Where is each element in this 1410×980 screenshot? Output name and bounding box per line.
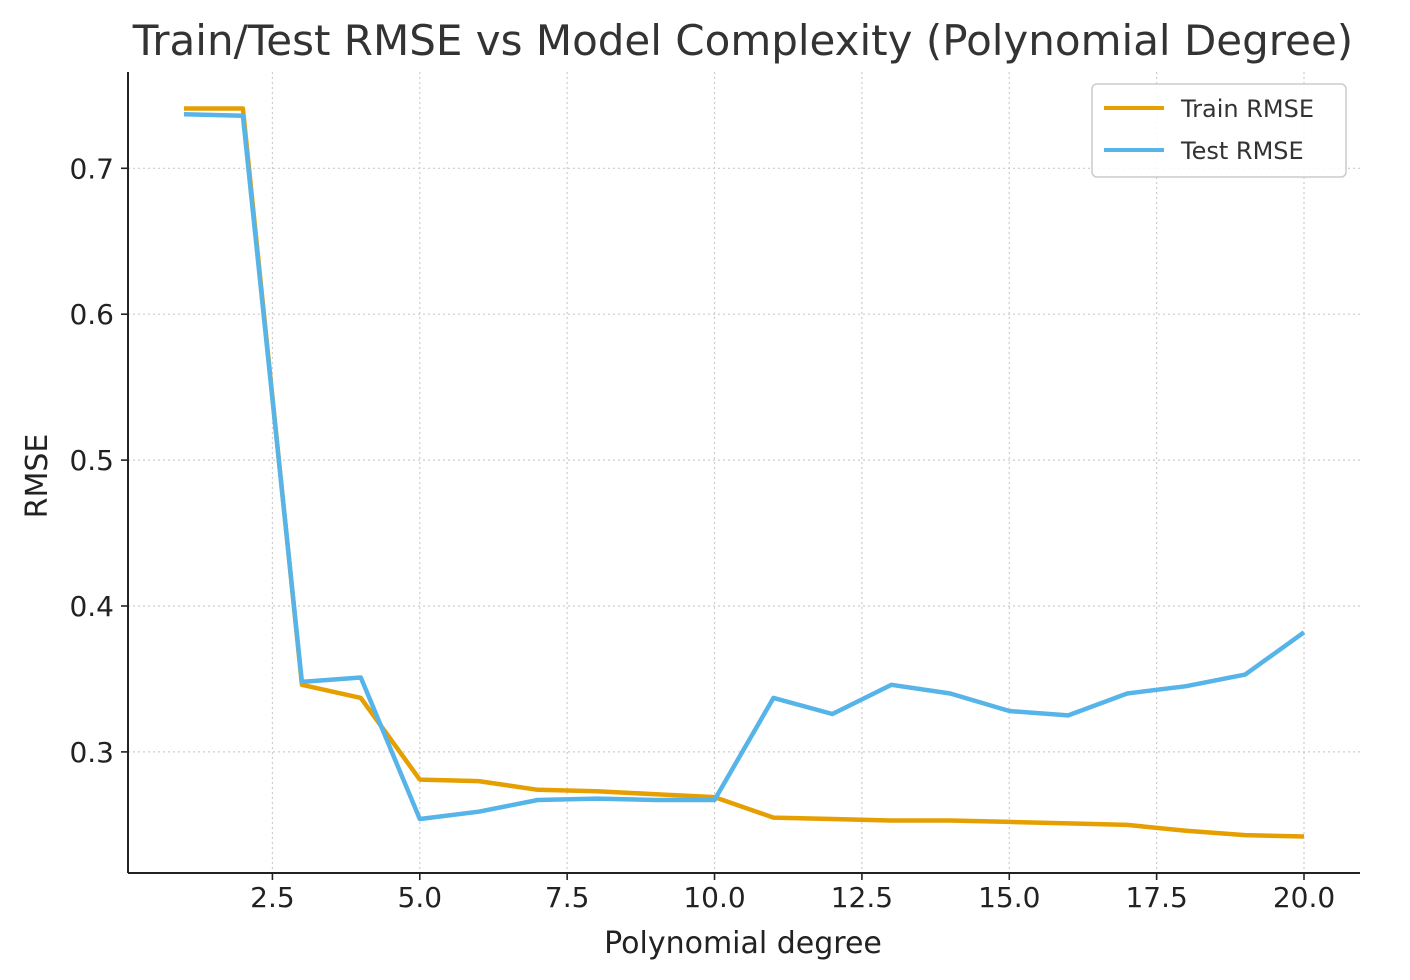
x-tick-label: 12.5 (831, 881, 893, 914)
x-tick-label: 5.0 (398, 881, 443, 914)
x-tick-label: 10.0 (683, 881, 745, 914)
y-tick-label: 0.7 (69, 152, 114, 185)
x-tick-label: 7.5 (545, 881, 590, 914)
y-tick-label: 0.5 (69, 444, 114, 477)
y-axis-label: RMSE (20, 434, 55, 519)
legend: Train RMSE Test RMSE (1091, 83, 1347, 178)
test-rmse-line (183, 112, 1306, 822)
y-tick-label: 0.6 (69, 298, 114, 331)
x-tick-label: 15.0 (978, 881, 1040, 914)
y-ticks: 0.3 0.4 0.5 0.6 0.7 (69, 152, 128, 769)
legend-label-train: Train RMSE (1180, 95, 1314, 123)
x-tick-label: 20.0 (1273, 881, 1335, 914)
x-tick-label: 17.5 (1125, 881, 1187, 914)
x-tick-label: 2.5 (250, 881, 295, 914)
train-rmse-line (184, 106, 1305, 839)
axes (127, 72, 1360, 874)
x-axis-label: Polynomial degree (604, 926, 882, 961)
y-tick-label: 0.3 (69, 736, 114, 769)
series-lines (183, 106, 1306, 839)
legend-label-test: Test RMSE (1180, 137, 1304, 165)
y-tick-label: 0.4 (69, 590, 114, 623)
chart-title: Train/Test RMSE vs Model Complexity (Pol… (132, 16, 1353, 65)
x-ticks: 2.5 5.0 7.5 10.0 12.5 15.0 17.5 20.0 (250, 873, 1335, 914)
